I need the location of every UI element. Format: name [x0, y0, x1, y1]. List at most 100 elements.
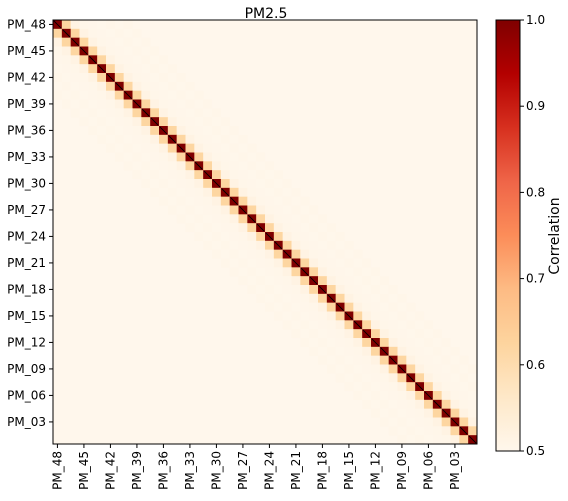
- heatmap-cell: [106, 81, 116, 91]
- colorbar-tick-label: 0.9: [526, 99, 545, 113]
- heatmap-cell: [432, 329, 442, 339]
- heatmap-cell: [468, 417, 478, 427]
- heatmap-cell: [106, 108, 116, 118]
- x-tick-label: PM_12: [368, 451, 382, 490]
- heatmap-cell: [388, 408, 398, 418]
- heatmap-cell: [203, 99, 213, 109]
- diagonal-cell-marker: [256, 223, 265, 232]
- heatmap-cell: [194, 117, 204, 127]
- heatmap-cell: [300, 311, 310, 321]
- heatmap-cell: [106, 20, 116, 30]
- heatmap-cell: [282, 232, 292, 242]
- heatmap-cell: [194, 170, 204, 180]
- heatmap-cell: [238, 223, 248, 233]
- heatmap-cell: [185, 81, 195, 91]
- heatmap-cell: [159, 152, 169, 162]
- colorbar-ticks: 0.5 0.6 0.7 0.8 0.9 1.0: [520, 13, 545, 458]
- heatmap-cell: [238, 240, 248, 250]
- heatmap-cell: [61, 64, 71, 74]
- heatmap-cell: [344, 240, 354, 250]
- heatmap-cell: [265, 249, 275, 259]
- heatmap-cell: [353, 364, 363, 374]
- heatmap-cell: [265, 205, 275, 215]
- heatmap-cell: [61, 46, 71, 56]
- heatmap-cell: [344, 373, 354, 383]
- heatmap-cell: [70, 73, 80, 83]
- diagonal-cell-marker: [212, 179, 221, 188]
- heatmap-cell: [265, 240, 275, 250]
- heatmap-cell: [379, 355, 389, 365]
- plot-frame: [52, 19, 478, 445]
- heatmap-cell: [194, 126, 204, 136]
- heatmap-cell: [441, 435, 451, 445]
- heatmap-cell: [353, 258, 363, 268]
- heatmap-cell: [123, 64, 133, 74]
- heatmap-cell: [362, 364, 372, 374]
- heatmap-cell: [397, 435, 407, 445]
- heatmap-cell: [256, 170, 266, 180]
- heatmap-cell: [132, 152, 142, 162]
- heatmap-cell: [106, 134, 116, 144]
- heatmap-cell: [79, 64, 89, 74]
- heatmap-cell: [220, 223, 230, 233]
- heatmap-cell: [238, 143, 248, 153]
- heatmap-cell: [123, 143, 133, 153]
- heatmap-cell: [247, 285, 257, 295]
- x-tick-label: PM_18: [315, 451, 329, 490]
- diagonal-cell-marker: [397, 364, 406, 373]
- heatmap-cell: [273, 170, 283, 180]
- heatmap-cell: [132, 73, 142, 83]
- heatmap-cell: [123, 161, 133, 171]
- heatmap-cell: [106, 28, 116, 38]
- heatmap-cell: [256, 293, 266, 303]
- heatmap-cell: [97, 20, 107, 30]
- heatmap-cell: [212, 143, 222, 153]
- colorbar: [495, 19, 521, 452]
- heatmap-cell: [273, 179, 283, 189]
- heatmap-cell: [450, 435, 460, 445]
- heatmap-cell: [362, 399, 372, 409]
- heatmap-cell: [141, 81, 151, 91]
- heatmap-cell: [185, 179, 195, 189]
- heatmap-cell: [247, 152, 257, 162]
- heatmap-cell: [335, 329, 345, 339]
- heatmap-cell: [432, 338, 442, 348]
- heatmap-cell: [318, 302, 328, 312]
- heatmap-cell: [265, 187, 275, 197]
- heatmap-cell: [309, 338, 319, 348]
- heatmap-cell: [79, 28, 89, 38]
- diagonal-cell-marker: [362, 329, 371, 338]
- x-tick-label: PM_24: [262, 451, 276, 490]
- heatmap-cell: [273, 276, 283, 286]
- heatmap-cell: [353, 346, 363, 356]
- heatmap-cell: [406, 338, 416, 348]
- heatmap-cell: [432, 382, 442, 392]
- heatmap-cell: [388, 302, 398, 312]
- colorbar-tick-label: 0.8: [526, 185, 545, 199]
- heatmap-cell: [415, 346, 425, 356]
- heatmap-cell: [159, 143, 169, 153]
- heatmap-cell: [379, 276, 389, 286]
- heatmap-cell: [141, 37, 151, 47]
- x-tick-label: PM_30: [209, 451, 223, 490]
- heatmap-cell: [176, 134, 186, 144]
- heatmap-cell: [212, 205, 222, 215]
- heatmap-cell: [406, 417, 416, 427]
- heatmap-cell: [97, 99, 107, 109]
- heatmap-cell: [335, 249, 345, 259]
- heatmap-cell: [123, 126, 133, 136]
- heatmap-cell: [318, 311, 328, 321]
- heatmap-cell: [88, 64, 98, 74]
- heatmap-cell: [256, 276, 266, 286]
- heatmap-cell: [88, 20, 98, 30]
- heatmap-cell: [353, 338, 363, 348]
- heatmap-cell: [114, 55, 124, 65]
- heatmap-cell: [229, 134, 239, 144]
- heatmap-cell: [220, 143, 230, 153]
- heatmap-cell: [238, 276, 248, 286]
- diagonal-cell-marker: [150, 117, 159, 126]
- heatmap-cell: [256, 285, 266, 295]
- heatmap-cell: [309, 346, 319, 356]
- heatmap-cell: [397, 399, 407, 409]
- diagonal-cell-marker: [203, 170, 212, 179]
